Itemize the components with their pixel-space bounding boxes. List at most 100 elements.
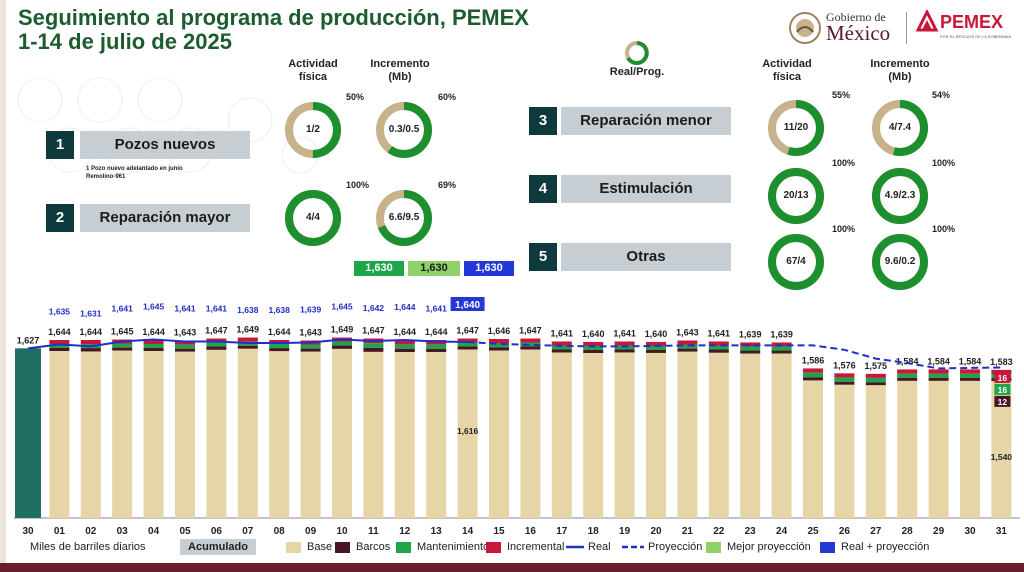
bar-barcos: [646, 349, 666, 353]
bar-total-label: 1,644: [394, 327, 417, 337]
donut-value: 1/2: [306, 124, 320, 135]
bar-barcos: [80, 348, 101, 352]
x-tick-label: 31: [996, 526, 1008, 537]
pemex-wordmark: PEMEX: [940, 12, 1004, 32]
bar-base: [803, 380, 823, 518]
bar-total-label: 1,584: [896, 356, 919, 366]
bar-base: [865, 385, 886, 518]
real-value-label: 1,635: [49, 306, 71, 316]
bar-mantenimiento: [143, 344, 164, 348]
legend-mejor-label: Mejor proyección: [727, 541, 811, 553]
mejor-swatch: [706, 541, 721, 553]
donut-percent: 50%: [346, 92, 365, 102]
bar-total-label: 1,646: [488, 326, 511, 336]
bar-base: [363, 351, 384, 518]
donut-value: 11/20: [783, 122, 809, 133]
donut-section-4-actividad: [768, 168, 824, 224]
bar-incremental: [583, 341, 604, 346]
bar-mantenimiento: [834, 377, 855, 382]
bar-total-label: 1,641: [613, 328, 636, 338]
bar-total-label: 1,575: [865, 361, 888, 371]
real-line-icon: [566, 545, 584, 549]
bar-mantenimiento: [897, 373, 918, 378]
bar-barcos: [614, 349, 635, 353]
bar-base: [457, 349, 478, 518]
legend-barcos: Barcos: [335, 540, 390, 554]
legend-mejor: Mejor proyección: [706, 540, 811, 554]
bar-mantenimiento: [614, 345, 635, 350]
bar-base: [112, 350, 133, 518]
bar-barcos: [206, 346, 227, 350]
bar-total-label: 1,584: [927, 356, 950, 366]
donut-section-3-incremento: [872, 100, 928, 156]
real-value-label: 1,641: [174, 303, 196, 313]
bar-barcos: [489, 347, 509, 351]
section-1-number: 1: [46, 131, 74, 159]
bar-total-label: 1,641: [708, 328, 731, 338]
bar-barcos: [457, 346, 478, 350]
incremental-swatch: [486, 541, 501, 553]
donut-value: 0.3/0.5: [388, 124, 420, 135]
bar-barcos: [426, 349, 447, 353]
bar-total-label: 1,647: [519, 326, 542, 336]
bar-barcos: [551, 349, 572, 353]
real-value-label: 1,641: [112, 303, 134, 313]
bar-total-label: 1,639: [770, 329, 793, 339]
x-tick-label: 06: [211, 526, 223, 537]
x-tick-label: 29: [933, 526, 945, 537]
donut-percent: 100%: [832, 224, 856, 234]
x-tick-label: 16: [525, 526, 537, 537]
highlight-box: [450, 297, 485, 311]
bar-total-label: 1,641: [551, 328, 574, 338]
acumulado-button[interactable]: Acumulado: [180, 539, 256, 555]
bar-base: [646, 352, 666, 518]
x-tick-label: 11: [368, 526, 379, 537]
donut-section-3-actividad: [768, 100, 824, 156]
bar-base: [143, 351, 164, 518]
header-actividad-left: Actividad física: [288, 58, 338, 83]
legend-incremental: Incremental: [486, 540, 564, 554]
bar-barcos: [583, 349, 604, 354]
section-4-label: Estimulación: [561, 175, 731, 203]
real-value-label: 1,641: [206, 303, 228, 313]
bar-incremental: [897, 369, 918, 374]
bar-total-label: 1,643: [299, 327, 322, 337]
bar-incremental: [80, 340, 101, 344]
bar-barcos: [363, 347, 384, 352]
bar-barcos: [897, 377, 918, 381]
bar-mantenimiento: [206, 342, 227, 347]
donut-value: 6.6/9.5: [388, 212, 420, 223]
bar-total-label: 1,647: [456, 326, 479, 336]
bar-barcos: [332, 345, 352, 349]
bar-mantenimiento: [646, 345, 666, 350]
donut-value: 4/4: [306, 212, 320, 223]
bar-incremental: [677, 340, 698, 345]
bar-incremental: [646, 341, 666, 346]
bar-barcos: [803, 377, 823, 381]
bar-base: [520, 349, 541, 518]
header-real-prog: Real/Prog.: [609, 66, 665, 78]
donut-progress: [768, 168, 824, 224]
bar-barcos: [143, 348, 164, 351]
section-3-label: Reparación menor: [561, 107, 731, 135]
donut-value: 20/13: [783, 190, 809, 201]
summary-box-light-green: 1,630: [408, 261, 460, 276]
projection-line: [467, 340, 1002, 370]
donut-percent: 54%: [932, 90, 951, 100]
x-tick-label: 03: [117, 526, 129, 537]
bar-mantenimiento: [394, 344, 415, 349]
real-value-label: 1,638: [269, 305, 291, 315]
legend-proyeccion: Proyección: [622, 540, 702, 554]
header-incremento-right: Incremento (Mb): [870, 58, 930, 83]
x-tick-label: 01: [54, 526, 66, 537]
x-tick-label: 12: [399, 526, 411, 537]
bar-incremental: [237, 337, 258, 342]
title-line-2: 1-14 de julio de 2025: [18, 29, 232, 54]
x-tick-label: 15: [493, 526, 505, 537]
gobierno-top: Gobierno de: [826, 10, 886, 24]
donut-progress: [376, 102, 432, 158]
section-2-number: 2: [46, 204, 74, 232]
real-value-label: 1,644: [394, 302, 416, 312]
legend-units: Miles de barriles diarios: [30, 541, 146, 553]
legend-base: Base: [286, 540, 332, 554]
